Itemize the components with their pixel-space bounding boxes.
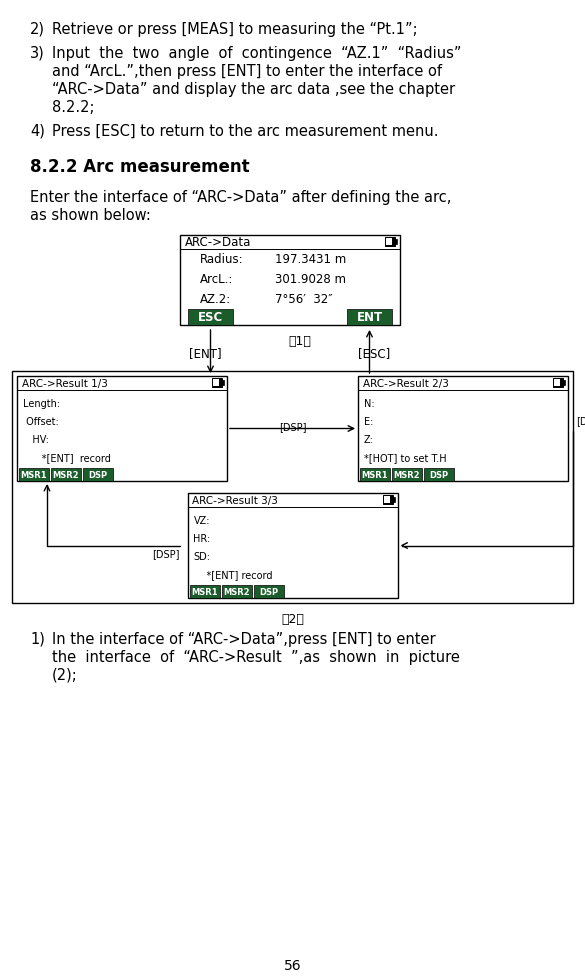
Text: MSR2: MSR2 xyxy=(223,587,250,596)
Text: Length:: Length: xyxy=(23,399,60,408)
Bar xyxy=(392,469,422,482)
Text: 8.2.2 Arc measurement: 8.2.2 Arc measurement xyxy=(30,158,250,176)
Text: [ENT]: [ENT] xyxy=(189,347,222,361)
Text: 3): 3) xyxy=(30,46,44,61)
Text: the  interface  of  “ARC->Result  ”,as  shown  in  picture: the interface of “ARC->Result ”,as shown… xyxy=(52,650,460,664)
Bar xyxy=(347,310,392,325)
Text: Press [ESC] to return to the arc measurement menu.: Press [ESC] to return to the arc measure… xyxy=(52,124,439,139)
Text: Radius:: Radius: xyxy=(200,253,243,266)
Text: DSP: DSP xyxy=(429,471,449,480)
Bar xyxy=(190,585,219,598)
Bar xyxy=(253,585,284,598)
Text: *[ENT]  record: *[ENT] record xyxy=(23,452,111,463)
Text: AZ.2:: AZ.2: xyxy=(200,293,231,306)
Text: In the interface of “ARC->Data”,press [ENT] to enter: In the interface of “ARC->Data”,press [E… xyxy=(52,631,436,647)
Bar xyxy=(188,310,233,325)
Text: as shown below:: as shown below: xyxy=(30,208,151,223)
Text: SD:: SD: xyxy=(194,551,211,562)
Bar xyxy=(222,585,252,598)
Text: VZ:: VZ: xyxy=(194,515,210,526)
Text: (2);: (2); xyxy=(52,667,78,682)
Text: MSR1: MSR1 xyxy=(362,471,388,480)
Text: ENT: ENT xyxy=(356,312,383,324)
Text: ARC->Result 3/3: ARC->Result 3/3 xyxy=(192,495,278,505)
Text: HR:: HR: xyxy=(194,533,211,543)
Bar xyxy=(17,376,227,482)
Text: ARC->Result 2/3: ARC->Result 2/3 xyxy=(363,379,449,389)
Text: *[ENT] record: *[ENT] record xyxy=(194,570,272,579)
Text: MSR1: MSR1 xyxy=(191,587,218,596)
Bar xyxy=(553,379,563,388)
Text: Z:: Z: xyxy=(364,435,374,445)
Text: DSP: DSP xyxy=(88,471,108,480)
Text: 56: 56 xyxy=(284,958,301,972)
Text: ArcL.:: ArcL.: xyxy=(200,274,233,286)
Bar xyxy=(563,381,565,385)
Bar xyxy=(393,497,394,502)
Text: 2): 2) xyxy=(30,21,45,37)
Text: Input  the  two  angle  of  contingence  “AZ.1”  “Radius”: Input the two angle of contingence “AZ.1… xyxy=(52,46,462,61)
Bar xyxy=(395,240,397,244)
Text: DSP: DSP xyxy=(259,587,278,596)
Text: [DSP]: [DSP] xyxy=(576,416,585,426)
Text: and “ArcL.”,then press [ENT] to enter the interface of: and “ArcL.”,then press [ENT] to enter th… xyxy=(52,64,442,79)
Text: Offset:: Offset: xyxy=(23,416,58,426)
Bar xyxy=(358,376,568,482)
Bar xyxy=(188,493,397,598)
Text: HV:: HV: xyxy=(23,435,49,445)
Text: ARC->Data: ARC->Data xyxy=(185,236,252,249)
Bar xyxy=(222,381,224,385)
Text: [DSP]: [DSP] xyxy=(278,422,307,432)
Bar xyxy=(212,379,222,388)
Text: [ESC]: [ESC] xyxy=(359,347,391,361)
Text: E:: E: xyxy=(364,416,373,426)
Bar xyxy=(19,469,49,482)
Text: Enter the interface of “ARC->Data” after defining the arc,: Enter the interface of “ARC->Data” after… xyxy=(30,190,452,205)
Text: MSR2: MSR2 xyxy=(53,471,80,480)
Text: ARC->Result 1/3: ARC->Result 1/3 xyxy=(22,379,108,389)
Bar xyxy=(180,235,400,325)
Bar xyxy=(386,238,392,246)
Bar xyxy=(51,469,81,482)
Text: 1): 1) xyxy=(30,631,45,647)
Bar xyxy=(384,496,390,503)
Text: 7°56′  32″: 7°56′ 32″ xyxy=(275,293,333,306)
Bar xyxy=(554,380,560,387)
Text: ESC: ESC xyxy=(198,312,223,324)
Bar xyxy=(424,469,454,482)
Bar xyxy=(213,380,219,387)
Bar xyxy=(83,469,113,482)
Bar xyxy=(383,495,393,504)
Bar xyxy=(12,371,573,604)
Text: MSR1: MSR1 xyxy=(20,471,47,480)
Text: （2）: （2） xyxy=(281,613,304,626)
Text: 197.3431 m: 197.3431 m xyxy=(275,253,346,266)
Text: “ARC->Data” and display the arc data ,see the chapter: “ARC->Data” and display the arc data ,se… xyxy=(52,82,455,97)
Text: *[HOT] to set T.H: *[HOT] to set T.H xyxy=(364,452,446,463)
Text: 4): 4) xyxy=(30,124,45,139)
Bar xyxy=(385,237,395,247)
Text: Retrieve or press [MEAS] to measuring the “Pt.1”;: Retrieve or press [MEAS] to measuring th… xyxy=(52,21,418,37)
Text: （1）: （1） xyxy=(288,335,311,348)
Text: 8.2.2;: 8.2.2; xyxy=(52,100,95,115)
Text: MSR2: MSR2 xyxy=(394,471,420,480)
Text: [DSP]: [DSP] xyxy=(152,549,180,559)
Text: N:: N: xyxy=(364,399,374,408)
Text: 301.9028 m: 301.9028 m xyxy=(275,274,346,286)
Bar xyxy=(360,469,390,482)
